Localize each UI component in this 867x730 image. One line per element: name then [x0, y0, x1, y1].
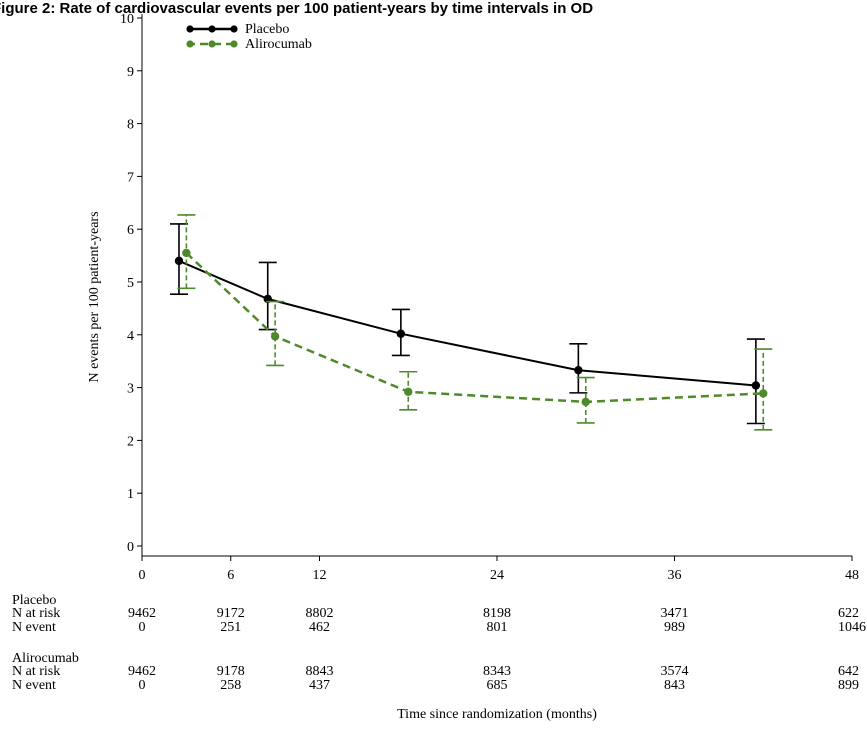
risk-value: 0: [139, 620, 146, 635]
risk-value: 622: [838, 606, 859, 621]
data-point: [270, 332, 280, 341]
legend-marker: [186, 25, 194, 33]
legend-label: Placebo: [245, 22, 289, 37]
x-tick-label: 12: [313, 568, 327, 583]
x-tick-label: 0: [139, 568, 146, 583]
x-tick-label: 6: [227, 568, 234, 583]
risk-value: 9172: [217, 606, 245, 621]
x-tick-label: 24: [490, 568, 504, 583]
y-tick-label: 4: [127, 329, 134, 344]
legend-marker: [208, 25, 216, 33]
risk-value: 8343: [483, 664, 511, 679]
y-tick-label: 7: [127, 170, 134, 185]
y-tick-label: 9: [127, 65, 134, 80]
y-tick-label: 8: [127, 118, 134, 133]
risk-value: 1046: [838, 620, 866, 635]
risk-value: 685: [487, 678, 508, 693]
y-tick-label: 2: [127, 434, 134, 449]
risk-row-label: N at risk: [12, 606, 60, 621]
risk-value: 899: [838, 678, 859, 693]
x-axis-label: Time since randomization (months): [397, 707, 597, 722]
legend-marker: [186, 40, 194, 48]
risk-value: 3574: [661, 664, 689, 679]
risk-value: 3471: [661, 606, 689, 621]
data-point: [174, 256, 184, 266]
plot-series: [169, 214, 773, 431]
legend-item-placebo: Placebo: [186, 22, 289, 37]
risk-value: 642: [838, 664, 859, 679]
y-tick-label: 10: [120, 12, 134, 27]
data-point: [574, 365, 583, 375]
y-tick-label: 3: [127, 382, 134, 397]
risk-group-name: Placebo: [12, 593, 56, 608]
risk-value: 462: [309, 620, 330, 635]
legend-item-alirocumab: Alirocumab: [186, 37, 312, 52]
risk-row-label: N at risk: [12, 664, 60, 679]
legend-marker: [230, 25, 238, 33]
risk-value: 989: [664, 620, 685, 635]
risk-value: 8198: [483, 606, 511, 621]
series-placebo: [169, 223, 765, 425]
risk-value: 9462: [128, 606, 156, 621]
data-point: [759, 389, 768, 398]
risk-group-name: Alirocumab: [12, 651, 79, 666]
data-point: [182, 248, 191, 258]
risk-value: 9462: [128, 664, 156, 679]
data-point: [751, 381, 761, 390]
risk-value: 0: [139, 678, 146, 693]
y-tick-label: 1: [127, 487, 134, 502]
risk-value: 801: [487, 620, 508, 635]
risk-value: 437: [309, 678, 330, 693]
series-line: [178, 259, 756, 387]
y-tick-label: 0: [127, 540, 134, 555]
risk-value: 258: [220, 678, 241, 693]
legend-marker: [230, 40, 238, 48]
risk-row-label: N event: [12, 678, 56, 693]
data-point: [396, 329, 406, 338]
risk-value: 9178: [217, 664, 245, 679]
risk-value: 8843: [306, 664, 334, 679]
data-point: [404, 387, 413, 397]
risk-value: 8802: [306, 606, 334, 621]
risk-value: 251: [220, 620, 241, 635]
legend-label: Alirocumab: [245, 37, 312, 52]
series-alirocumab: [177, 214, 773, 431]
x-tick-label: 48: [845, 568, 859, 583]
legend-marker: [208, 40, 216, 48]
x-tick-label: 36: [668, 568, 682, 583]
y-tick-label: 6: [127, 223, 134, 238]
data-point: [581, 397, 590, 407]
y-tick-label: 5: [127, 276, 134, 291]
risk-row-label: N event: [12, 620, 56, 635]
y-axis-label: N events per 100 patient-years: [87, 211, 102, 382]
risk-value: 843: [664, 678, 685, 693]
chart-title: Figure 2: Rate of cardiovascular events …: [0, 0, 593, 17]
